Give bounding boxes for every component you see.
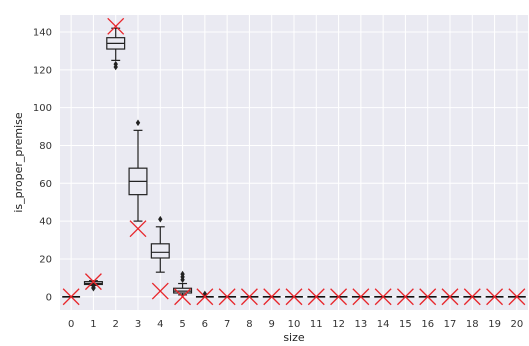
- marker-x-5: [174, 288, 192, 306]
- marker-stroke: [218, 288, 236, 306]
- y-tick-label: 140: [33, 28, 52, 39]
- marker-stroke: [352, 288, 370, 306]
- marker-stroke: [62, 288, 80, 306]
- marker-stroke: [285, 288, 303, 306]
- x-tick-label: 3: [135, 319, 141, 330]
- y-tick-label: 120: [33, 65, 52, 76]
- marker-x-7: [218, 288, 236, 306]
- marker-stroke: [307, 288, 325, 306]
- y-tick-labels: 0 20 40 60 80 100 120 140: [33, 28, 52, 304]
- marker-x-16: [419, 288, 437, 306]
- y-tick-label: 100: [33, 103, 52, 114]
- marker-x-3: [129, 220, 147, 238]
- x-tick-label: 16: [421, 319, 434, 330]
- x-tick-label: 11: [310, 319, 323, 330]
- marker-x-15: [396, 288, 414, 306]
- marker-x-18: [463, 288, 481, 306]
- marker-stroke: [396, 288, 414, 306]
- y-tick-label: 40: [39, 217, 52, 228]
- x-tick-label: 18: [466, 319, 479, 330]
- box-outlier: [202, 290, 208, 298]
- x-tick-label: 7: [224, 319, 230, 330]
- x-tick-label: 1: [90, 319, 96, 330]
- x-tick-label: 14: [377, 319, 390, 330]
- x-tick-label: 13: [354, 319, 367, 330]
- markers: [62, 17, 526, 306]
- marker-stroke: [330, 288, 348, 306]
- marker-stroke: [174, 288, 192, 306]
- y-tick-label: 0: [46, 292, 52, 303]
- x-tick-label: 6: [202, 319, 208, 330]
- marker-x-6: [196, 288, 214, 306]
- box-4: [150, 215, 170, 273]
- box-outlier: [158, 215, 163, 223]
- marker-stroke: [508, 288, 526, 306]
- x-tick-label: 19: [488, 319, 501, 330]
- marker-x-2: [107, 17, 125, 35]
- box-outlier: [135, 119, 141, 127]
- marker-stroke: [419, 288, 437, 306]
- box-outlier: [180, 270, 185, 278]
- box-outlier: [113, 63, 118, 71]
- marker-x-8: [240, 288, 258, 306]
- y-tick-label: 60: [39, 179, 52, 190]
- x-tick-label: 5: [179, 319, 185, 330]
- x-tick-label: 2: [113, 319, 119, 330]
- marker-stroke: [129, 220, 147, 238]
- marker-x-13: [352, 288, 370, 306]
- x-tick-label: 0: [68, 319, 74, 330]
- box-body: [150, 243, 170, 259]
- y-tick-label: 80: [39, 141, 52, 152]
- x-axis-label: size: [283, 331, 305, 344]
- marker-x-4: [151, 282, 169, 300]
- x-tick-label: 8: [246, 319, 252, 330]
- box-outlier: [91, 284, 96, 292]
- marker-stroke: [486, 288, 504, 306]
- y-tick-label: 20: [39, 254, 52, 265]
- marker-x-19: [486, 288, 504, 306]
- marker-stroke: [196, 288, 214, 306]
- marker-x-9: [263, 288, 281, 306]
- box-1: [83, 280, 103, 292]
- marker-stroke: [441, 288, 459, 306]
- marker-stroke: [263, 288, 281, 306]
- marker-x-1: [84, 273, 102, 291]
- x-tick-label: 12: [332, 319, 345, 330]
- marker-stroke: [84, 273, 102, 291]
- box-2: [106, 27, 126, 71]
- marker-x-11: [307, 288, 325, 306]
- x-tick-labels: 0 1 2 3 4 5 6 7 8 9 10 11 12 13 14 15 16 17 18 19 20: [68, 319, 523, 330]
- x-tick-label: 17: [444, 319, 457, 330]
- x-tick-label: 4: [157, 319, 163, 330]
- x-tick-label: 20: [510, 319, 523, 330]
- marker-x-20: [508, 288, 526, 306]
- marker-stroke: [463, 288, 481, 306]
- marker-stroke: [240, 288, 258, 306]
- marker-stroke: [374, 288, 392, 306]
- x-tick-label: 9: [269, 319, 275, 330]
- y-axis-label: is_proper_premise: [12, 112, 25, 213]
- marker-x-12: [330, 288, 348, 306]
- marker-x-10: [285, 288, 303, 306]
- marker-stroke: [151, 282, 169, 300]
- marker-stroke: [107, 17, 125, 35]
- marker-x-14: [374, 288, 392, 306]
- marker-x-0: [62, 288, 80, 306]
- x-tick-label: 10: [288, 319, 301, 330]
- box-3: [128, 119, 148, 222]
- x-tick-label: 15: [399, 319, 412, 330]
- marker-x-17: [441, 288, 459, 306]
